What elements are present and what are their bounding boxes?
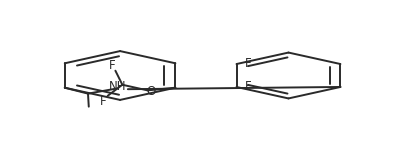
Text: O: O: [146, 85, 155, 98]
Text: NH: NH: [109, 80, 126, 93]
Text: F: F: [245, 80, 252, 93]
Text: F: F: [100, 95, 106, 108]
Text: F: F: [109, 59, 116, 72]
Text: F: F: [245, 57, 252, 70]
